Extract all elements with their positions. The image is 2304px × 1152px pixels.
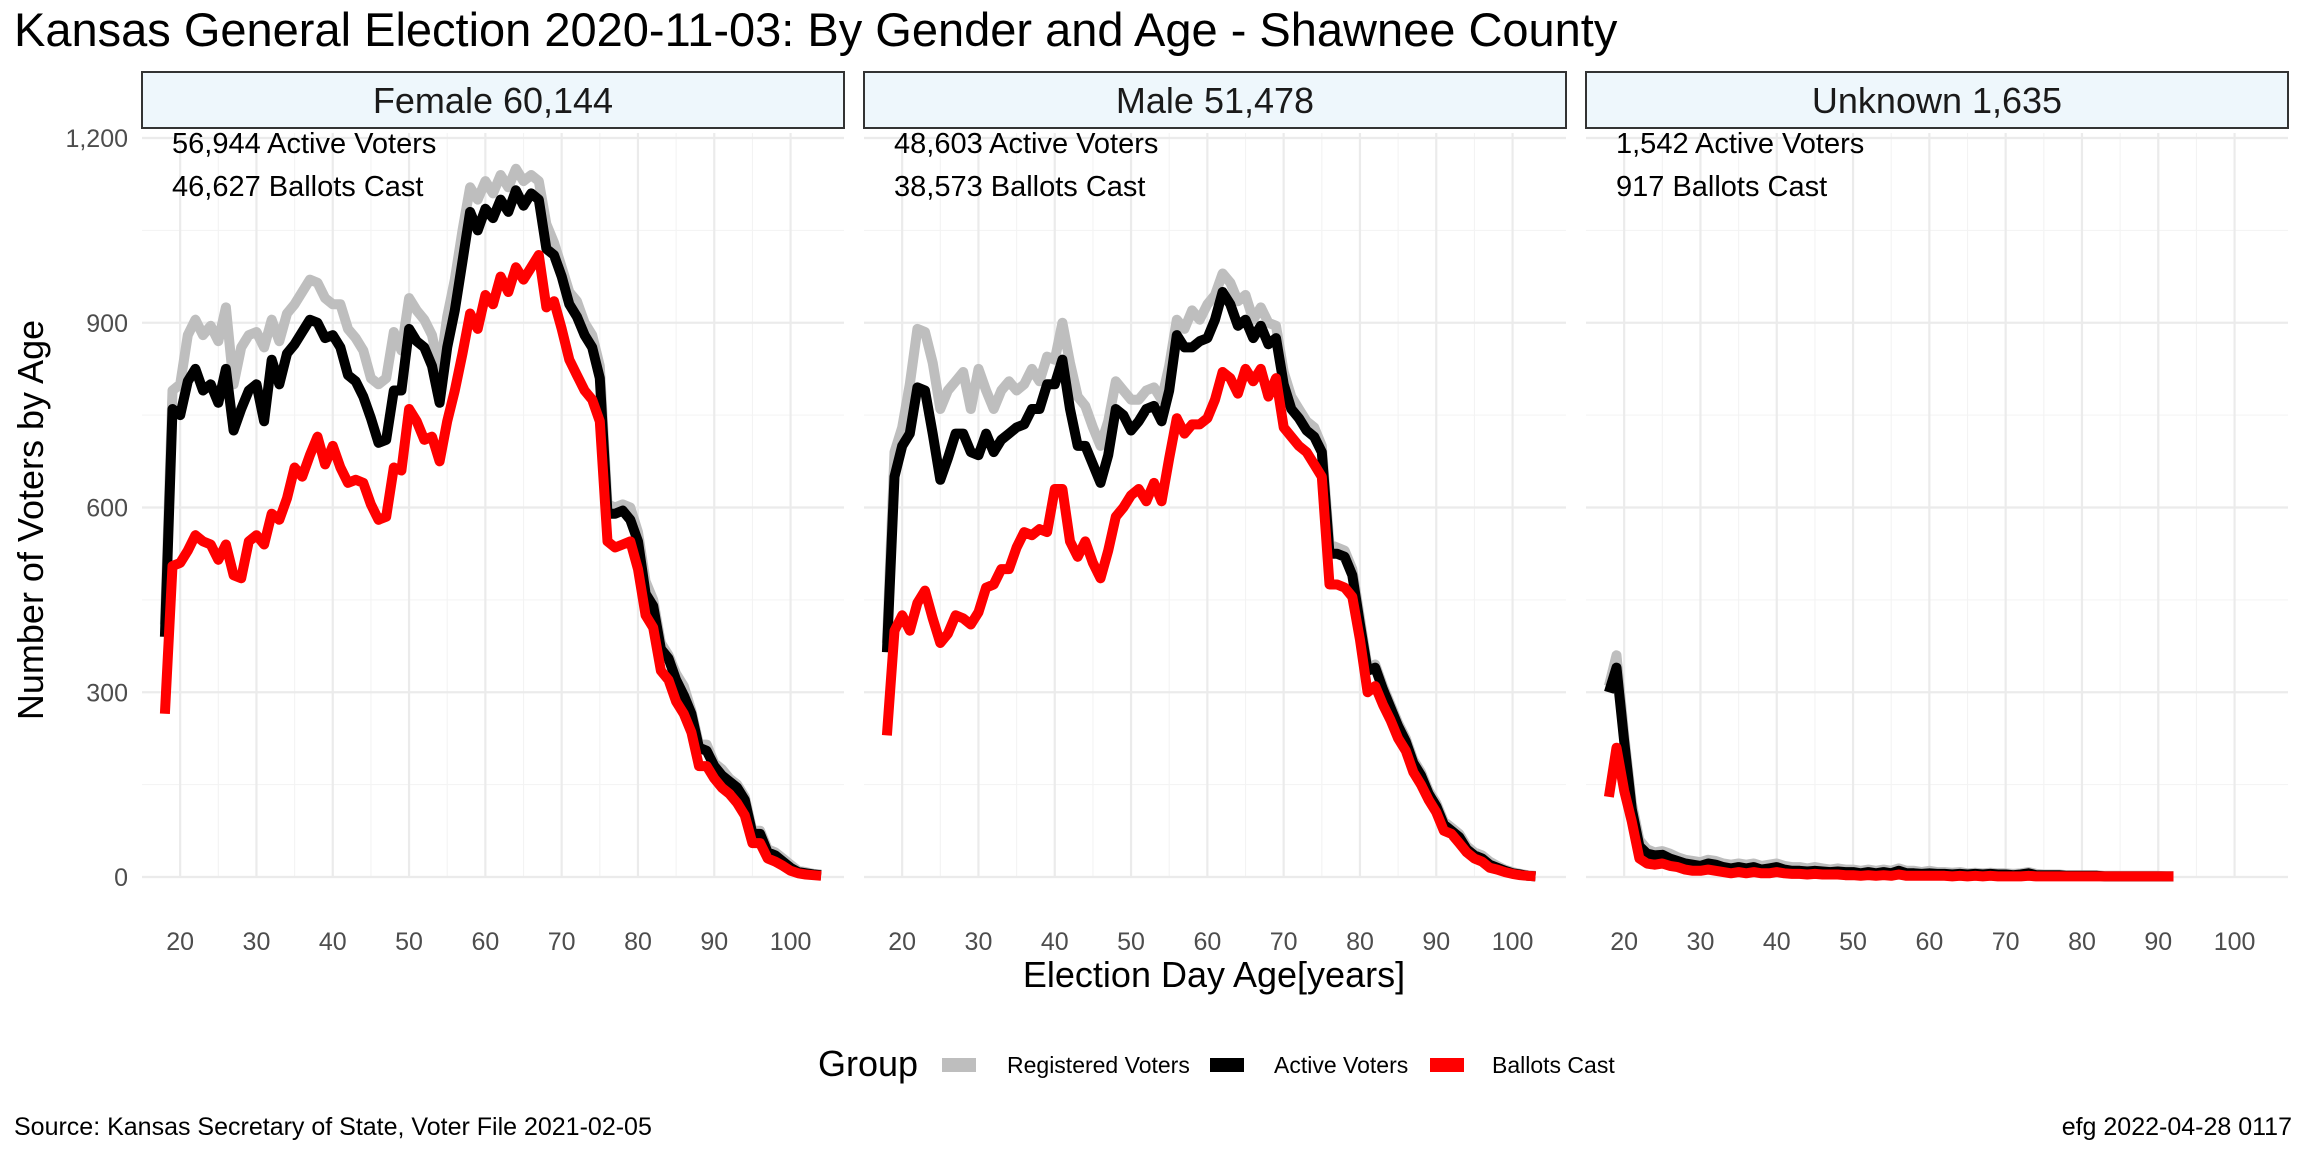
y-tick-label: 1,200 (65, 125, 128, 153)
series-line-active (159, 185, 822, 881)
legend: Group Registered Voters Active Voters Ba… (818, 1043, 1615, 1084)
x-tick-label: 50 (395, 928, 423, 956)
x-tick-label: 40 (1041, 928, 1069, 956)
y-tick-label: 0 (114, 864, 128, 892)
x-tick-label: 50 (1117, 928, 1145, 956)
x-tick-label: 80 (2068, 928, 2096, 956)
facet-panel-1: Female 60,144 20 30 40 50 60 70 80 90 100 56,944 A… (141, 71, 845, 956)
facet-annotation: 38,573 Ballots Cast (894, 171, 1145, 203)
series-line-ballots (1603, 742, 2174, 882)
facet-annotation: 1,542 Active Voters (1616, 128, 1864, 160)
x-tick-label: 50 (1839, 928, 1867, 956)
x-tick-label: 20 (888, 928, 916, 956)
x-tick-label: 20 (1610, 928, 1638, 956)
series-line-registered (881, 268, 1536, 881)
x-tick-label: 90 (700, 928, 728, 956)
legend-label-ballots: Ballots Cast (1492, 1052, 1615, 1078)
facet-strip-label: Male 51,478 (1116, 80, 1314, 121)
facet-strip (141, 71, 845, 129)
facet-panel-2: Male 51,478 20 30 40 50 60 70 80 90 100 48,603 Act… (863, 71, 1567, 956)
series-line-ballots (159, 250, 822, 881)
facet-strip-label: Unknown 1,635 (1812, 80, 2062, 121)
x-tick-label: 100 (1492, 928, 1534, 956)
series-line-ballots (881, 363, 1536, 882)
x-tick-label: 90 (1422, 928, 1450, 956)
x-tick-label: 100 (2214, 928, 2256, 956)
x-tick-label: 60 (471, 928, 499, 956)
y-tick-label: 300 (86, 679, 128, 707)
facet-panels: Female 60,144 20 30 40 50 60 70 80 90 100 56,944 A… (65, 71, 2289, 956)
x-tick-label: 80 (1346, 928, 1374, 956)
caption-credit: efg 2022-04-28 0117 (2062, 1113, 2292, 1141)
facet-strip (1585, 71, 2289, 129)
x-tick-label: 20 (166, 928, 194, 956)
facet-annotation: 46,627 Ballots Cast (172, 171, 423, 203)
facet-annotation: 917 Ballots Cast (1616, 171, 1827, 203)
legend-key-ballots (1430, 1058, 1464, 1072)
x-tick-label: 40 (319, 928, 347, 956)
legend-key-active (1210, 1058, 1244, 1072)
x-tick-label: 60 (1193, 928, 1221, 956)
y-axis-title: Number of Voters by Age (10, 320, 51, 720)
x-tick-label: 30 (1687, 928, 1715, 956)
y-tick-label: 600 (86, 495, 128, 523)
facet-strip-label: Female 60,144 (373, 80, 613, 121)
chart-title: Kansas General Election 2020-11-03: By G… (14, 3, 1618, 56)
y-axis: 0 300 600 900 1,200 (65, 125, 128, 892)
facet-annotation: 48,603 Active Voters (894, 128, 1158, 160)
x-tick-label: 70 (548, 928, 576, 956)
x-axis-title: Election Day Age[years] (1023, 954, 1405, 995)
facet-strip (863, 71, 1567, 129)
x-tick-label: 30 (965, 928, 993, 956)
facet-annotation: 56,944 Active Voters (172, 128, 436, 160)
x-tick-label: 30 (243, 928, 271, 956)
legend-key-registered (942, 1058, 976, 1072)
x-tick-label: 80 (624, 928, 652, 956)
x-tick-label: 90 (2144, 928, 2172, 956)
x-tick-label: 40 (1763, 928, 1791, 956)
x-tick-label: 100 (770, 928, 812, 956)
caption-source: Source: Kansas Secretary of State, Voter… (14, 1113, 652, 1141)
y-tick-label: 900 (86, 310, 128, 338)
x-tick-label: 70 (1992, 928, 2020, 956)
x-tick-label: 60 (1915, 928, 1943, 956)
legend-title: Group (818, 1043, 918, 1084)
x-tick-label: 70 (1270, 928, 1298, 956)
facet-panel-3: Unknown 1,635 20 30 40 50 60 70 80 90 100 1,542 Ac… (1585, 71, 2289, 956)
legend-label-active: Active Voters (1274, 1052, 1408, 1078)
legend-label-registered: Registered Voters (1007, 1052, 1190, 1078)
